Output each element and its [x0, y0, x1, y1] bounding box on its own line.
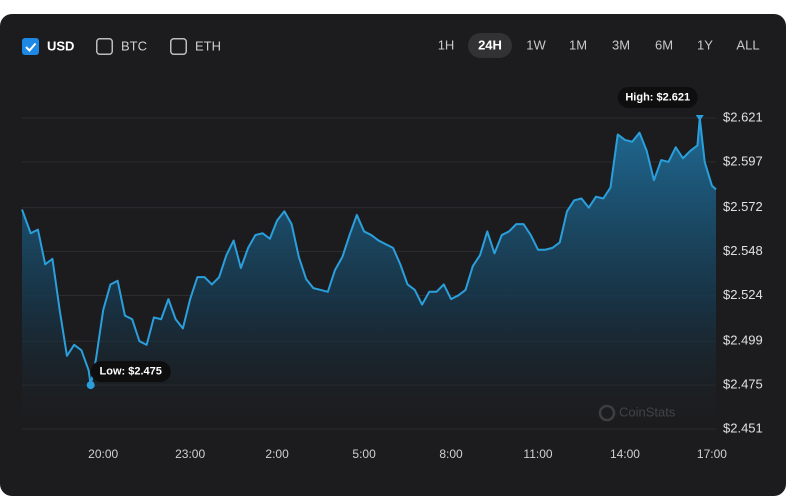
x-tick-label: 8:00: [439, 447, 463, 461]
range-button-active[interactable]: [468, 33, 512, 58]
x-tick-label: 5:00: [352, 447, 376, 461]
checkbox[interactable]: [22, 38, 39, 55]
y-tick-label: $2.597: [723, 153, 763, 168]
currency-label[interactable]: ETH: [195, 38, 221, 53]
y-tick-label: $2.499: [723, 333, 763, 348]
range-button[interactable]: 1W: [526, 37, 546, 52]
y-tick-label: $2.524: [723, 287, 763, 302]
y-tick-label: $2.475: [723, 377, 763, 392]
high-label: High: $2.621: [625, 91, 690, 103]
y-tick-label: $2.548: [723, 243, 763, 258]
checkbox[interactable]: [170, 38, 187, 55]
range-button[interactable]: 3M: [612, 37, 630, 52]
range-button[interactable]: 1H: [438, 37, 455, 52]
checkbox[interactable]: [96, 38, 113, 55]
low-label-pill: [90, 361, 171, 383]
range-button[interactable]: 1M: [569, 37, 587, 52]
x-tick-label: 20:00: [88, 447, 118, 461]
range-button[interactable]: 1Y: [697, 37, 713, 52]
high-point: [695, 115, 704, 121]
range-button[interactable]: 6M: [655, 37, 673, 52]
high-label-pill: [617, 87, 698, 108]
range-button[interactable]: 24H: [478, 37, 502, 52]
checkmark: [25, 42, 37, 52]
line: [21, 117, 717, 387]
x-tick-label: 14:00: [610, 447, 640, 461]
range-button[interactable]: ALL: [736, 37, 759, 52]
x-tick-label: 23:00: [175, 447, 205, 461]
currency-label[interactable]: BTC: [121, 38, 147, 53]
low-label: Low: $2.475: [100, 366, 162, 378]
x-tick-label: 17:00: [697, 447, 727, 461]
y-tick-label: $2.572: [723, 199, 763, 214]
y-tick-label: $2.621: [723, 109, 763, 124]
currency-label[interactable]: USD: [47, 38, 74, 53]
y-tick-label: $2.451: [723, 420, 763, 435]
area: [22, 118, 716, 429]
x-tick-label: 2:00: [265, 447, 289, 461]
x-tick-label: 11:00: [523, 447, 552, 461]
low-point: [86, 381, 95, 390]
